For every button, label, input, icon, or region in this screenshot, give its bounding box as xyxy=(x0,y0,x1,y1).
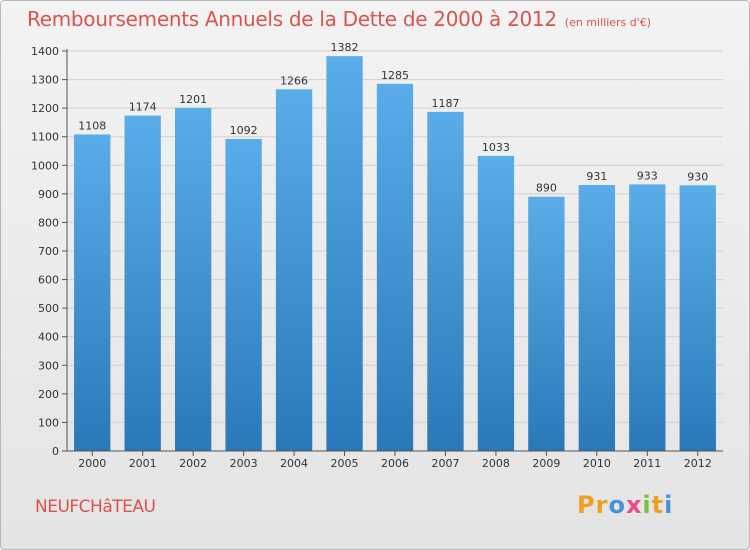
y-tick-label: 100 xyxy=(38,416,59,429)
value-label: 890 xyxy=(536,182,557,195)
chart-title-text: Remboursements Annuels de la Dette de 20… xyxy=(27,7,557,31)
y-tick-label: 300 xyxy=(38,359,59,372)
y-tick-label: 1100 xyxy=(31,131,59,144)
x-tick-label: 2005 xyxy=(331,457,359,470)
bar-2000 xyxy=(74,134,111,451)
logo-letter: r xyxy=(595,491,609,519)
value-label: 930 xyxy=(687,170,708,183)
y-tick-label: 200 xyxy=(38,388,59,401)
x-tick-label: 2000 xyxy=(78,457,106,470)
logo-letter: t xyxy=(651,491,665,519)
y-tick-label: 500 xyxy=(38,302,59,315)
commune-name: NEUFCHâTEAU xyxy=(35,497,156,517)
y-tick-label: 1000 xyxy=(31,159,59,172)
value-label: 1266 xyxy=(280,74,308,87)
y-tick-label: 800 xyxy=(38,216,59,229)
x-tick-label: 2009 xyxy=(532,457,560,470)
x-tick-label: 2002 xyxy=(179,457,207,470)
y-tick-label: 600 xyxy=(38,274,59,287)
value-label: 1033 xyxy=(482,141,510,154)
logo-letter: o xyxy=(608,491,626,519)
x-tick-label: 2011 xyxy=(633,457,661,470)
bar-2002 xyxy=(174,107,212,451)
x-tick-label: 2010 xyxy=(583,457,611,470)
value-label: 1285 xyxy=(381,69,409,82)
y-tick-label: 400 xyxy=(38,331,59,344)
chart-unit: (en milliers d'€) xyxy=(564,16,652,29)
bar-2006 xyxy=(376,83,414,451)
proxiti-logo: Proxiti xyxy=(577,491,673,519)
bar-2003 xyxy=(225,139,262,451)
logo-letter: i xyxy=(664,491,674,519)
value-label: 1201 xyxy=(179,93,207,106)
bar-2009 xyxy=(528,196,565,451)
bars xyxy=(74,56,716,452)
y-tick-label: 0 xyxy=(52,445,59,458)
bar-2004 xyxy=(275,89,313,452)
bar-2011 xyxy=(629,184,666,451)
y-tick-label: 1200 xyxy=(31,102,59,115)
x-tick-label: 2001 xyxy=(129,457,157,470)
x-tick-label: 2012 xyxy=(684,457,712,470)
y-tick-label: 700 xyxy=(38,245,59,258)
bar-2010 xyxy=(578,185,616,451)
bar-2001 xyxy=(124,115,161,452)
x-tick-label: 2003 xyxy=(230,457,258,470)
value-label: 1092 xyxy=(230,124,258,137)
value-label: 931 xyxy=(586,170,607,183)
logo-letter: i xyxy=(642,491,652,519)
value-labels: 1108 1174 1201 1092 1266 1382 1285 1187 1033 890 9… xyxy=(78,41,708,195)
x-tick-label: 2007 xyxy=(431,457,459,470)
value-label: 1187 xyxy=(431,97,459,110)
y-tick-label: 900 xyxy=(38,188,59,201)
value-label: 1382 xyxy=(331,41,359,54)
y-axis-ticks: 0 100 200 300 400 500 600 700 800 900 1000 1100 1200… xyxy=(31,45,67,458)
y-tick-label: 1300 xyxy=(31,74,59,87)
x-tick-label: 2008 xyxy=(482,457,510,470)
x-axis-ticks: 2000 2001 2002 2003 2004 2005 2006 2007 2008 2009… xyxy=(78,451,712,470)
bar-2012 xyxy=(679,185,716,452)
y-tick-label: 1400 xyxy=(31,45,59,58)
logo-letter: x xyxy=(625,491,643,519)
x-tick-label: 2006 xyxy=(381,457,409,470)
value-label: 1108 xyxy=(78,119,106,132)
chart-title: Remboursements Annuels de la Dette de 20… xyxy=(27,7,651,31)
logo-letter: P xyxy=(577,491,596,519)
value-label: 933 xyxy=(637,169,658,182)
axes xyxy=(66,49,723,452)
bar-2008 xyxy=(477,155,515,451)
bar-2005 xyxy=(326,56,363,452)
bar-2007 xyxy=(427,111,464,451)
value-label: 1174 xyxy=(129,101,157,114)
x-tick-label: 2004 xyxy=(280,457,308,470)
